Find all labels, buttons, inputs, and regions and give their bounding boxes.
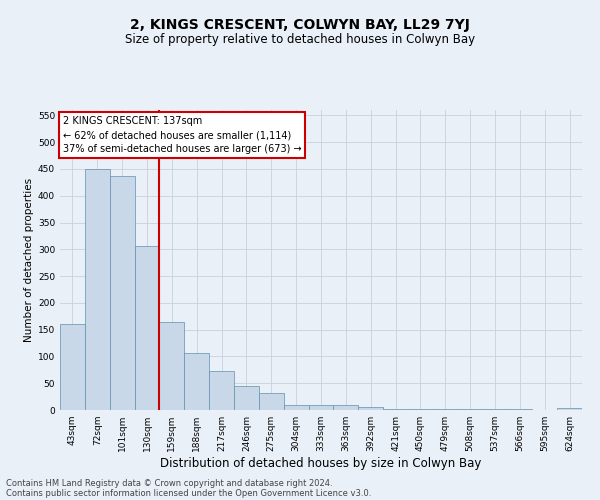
Bar [557,408,582,410]
Text: 2 KINGS CRESCENT: 137sqm
← 62% of detached houses are smaller (1,114)
37% of sem: 2 KINGS CRESCENT: 137sqm ← 62% of detach… [62,116,301,154]
Text: 2, KINGS CRESCENT, COLWYN BAY, LL29 7YJ: 2, KINGS CRESCENT, COLWYN BAY, LL29 7YJ [130,18,470,32]
Bar [284,404,308,410]
Bar [358,408,383,410]
Text: Size of property relative to detached houses in Colwyn Bay: Size of property relative to detached ho… [125,32,475,46]
Bar [383,409,408,410]
Bar [60,324,85,410]
Text: Contains public sector information licensed under the Open Government Licence v3: Contains public sector information licen… [6,488,371,498]
Bar [85,169,110,410]
Bar [184,353,209,410]
Bar [160,322,184,410]
Bar [259,393,284,410]
Bar [134,246,160,410]
Bar [433,409,458,410]
Bar [209,371,234,410]
Bar [308,404,334,410]
Bar [110,176,134,410]
Bar [334,404,358,410]
X-axis label: Distribution of detached houses by size in Colwyn Bay: Distribution of detached houses by size … [160,457,482,470]
Y-axis label: Number of detached properties: Number of detached properties [24,178,34,342]
Text: Contains HM Land Registry data © Crown copyright and database right 2024.: Contains HM Land Registry data © Crown c… [6,478,332,488]
Bar [234,386,259,410]
Bar [408,409,433,410]
